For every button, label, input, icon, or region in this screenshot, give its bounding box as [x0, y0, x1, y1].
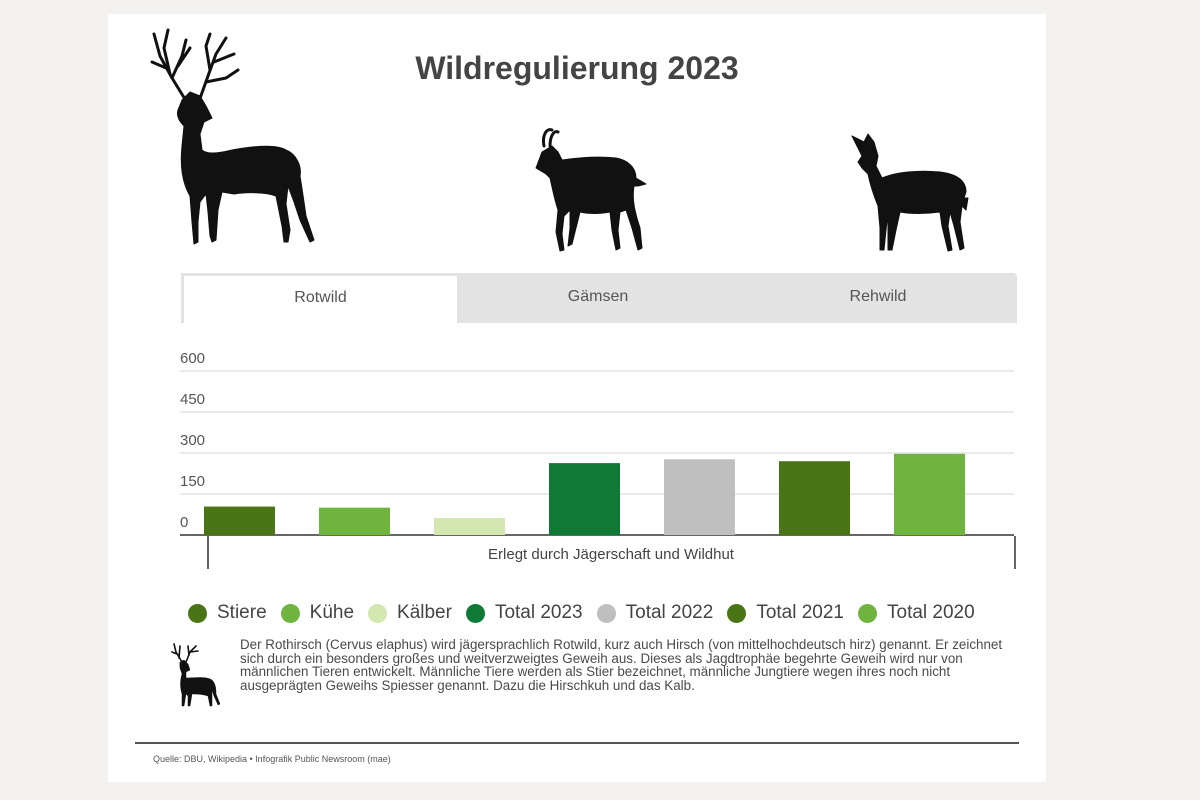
bar-stiere[interactable] — [204, 506, 275, 535]
legend-item[interactable]: Kühe — [280, 602, 355, 624]
tab-rotwild[interactable]: Rotwild — [181, 273, 457, 323]
legend-swatch — [465, 603, 485, 623]
bar-kühe[interactable] — [319, 507, 390, 535]
chart-legend: Stiere Kühe Kälber Total 2023 Total 2022 Tota… — [188, 598, 1028, 628]
legend-swatch — [858, 603, 877, 623]
legend-label: Total 2022 — [625, 602, 714, 623]
legend-item[interactable]: Total 2022 — [596, 602, 714, 624]
y-tick-label: 600 — [180, 350, 205, 367]
page-title: Wildregulierung 2023 — [415, 50, 739, 86]
legend-swatch — [188, 603, 207, 623]
roe-deer-silhouette-icon — [851, 133, 969, 252]
red-deer-stag-small-icon — [171, 643, 221, 707]
legend-label: Kälber — [397, 602, 452, 623]
y-tick-label: 150 — [180, 473, 205, 490]
species-tabs: Rotwild Gämsen Rehwild — [181, 273, 1017, 323]
tab-rehwild[interactable]: Rehwild — [849, 288, 907, 305]
legend-item[interactable]: Total 2023 — [465, 602, 583, 624]
infographic-card: Wildregulierung 2023 — [108, 14, 1046, 782]
legend-item[interactable]: Total 2021 — [727, 602, 844, 624]
legend-swatch — [280, 603, 300, 623]
legend-item[interactable]: Stiere — [188, 602, 267, 624]
bar-total-2020[interactable] — [894, 453, 965, 535]
legend-swatch — [368, 603, 388, 623]
bar-total-2022[interactable] — [664, 459, 735, 535]
y-tick-label: 300 — [180, 432, 205, 449]
y-tick-label: 0 — [180, 514, 188, 531]
bar-chart: 0 150 300 450 600 Erlegt durch Jägerschaft un… — [180, 350, 1016, 569]
legend-label: Total 2023 — [494, 602, 583, 623]
footer-divider — [135, 742, 1019, 744]
chamois-silhouette-icon — [535, 128, 647, 252]
legend-swatch — [596, 603, 616, 623]
legend-label: Stiere — [217, 602, 267, 623]
source-credit: Quelle: DBU, Wikipedia • Infografik Publ… — [153, 754, 391, 764]
x-category-label: Erlegt durch Jägerschaft und Wildhut — [488, 546, 735, 563]
bar-total-2021[interactable] — [779, 461, 850, 535]
red-deer-stag-silhouette-icon — [150, 28, 315, 245]
legend-label: Total 2020 — [887, 602, 975, 623]
legend-item[interactable]: Total 2020 — [858, 602, 975, 624]
bar-kälber[interactable] — [434, 518, 505, 535]
tab-gaemsen[interactable]: Gämsen — [567, 288, 629, 305]
y-tick-label: 450 — [180, 391, 205, 408]
legend-swatch — [727, 603, 747, 623]
bar-total-2023[interactable] — [549, 463, 620, 535]
description-text: Der Rothirsch (Cervus elaphus) wird jäge… — [240, 637, 1003, 693]
legend-label: Total 2021 — [756, 602, 844, 623]
legend-label: Kühe — [309, 602, 355, 623]
legend-item[interactable]: Kälber — [368, 602, 452, 624]
